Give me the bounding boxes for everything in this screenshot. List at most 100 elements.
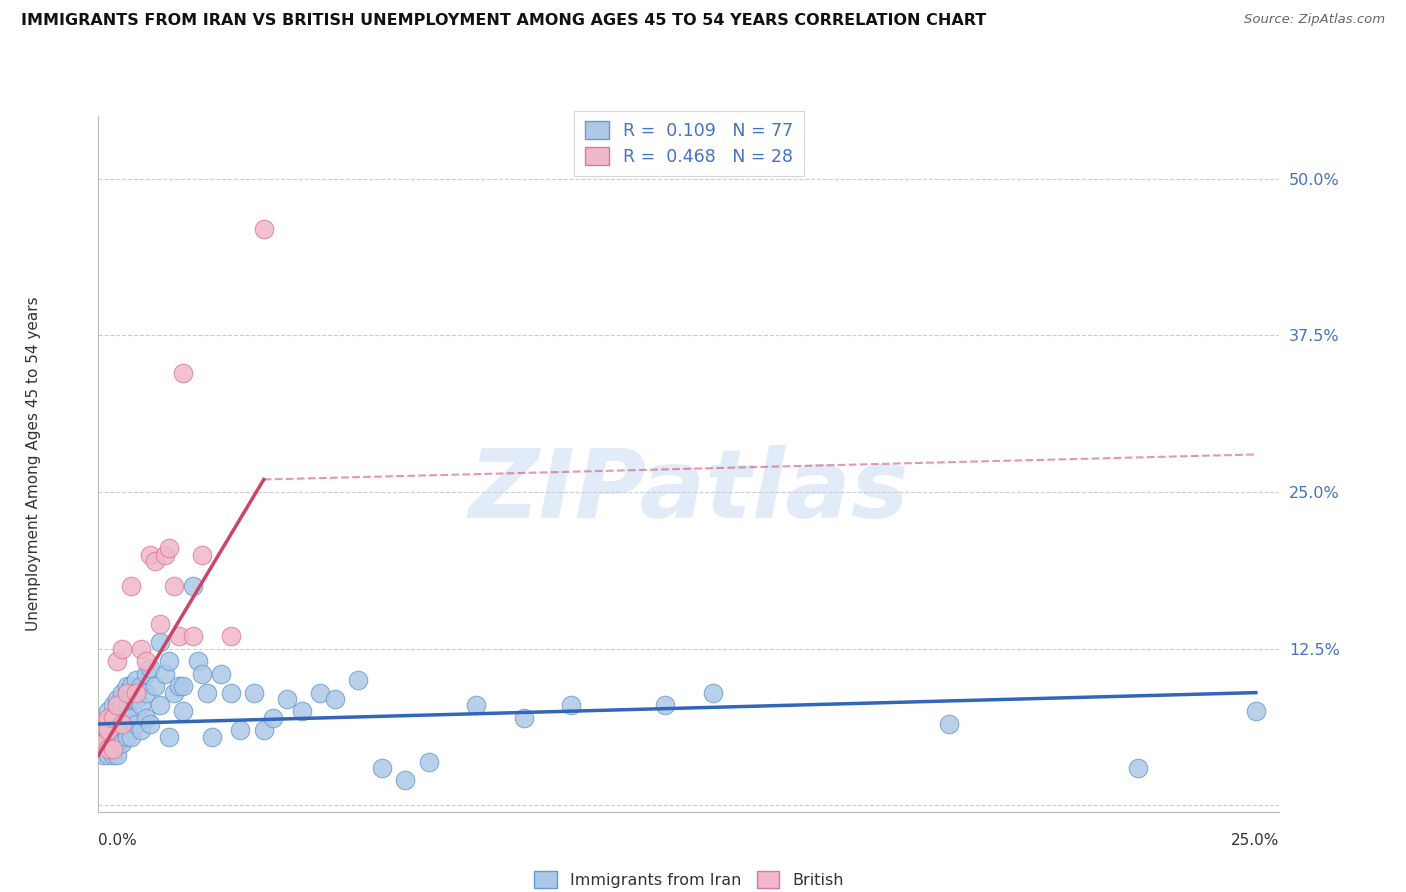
Point xyxy=(139,548,162,562)
Point xyxy=(201,730,224,744)
Point xyxy=(91,736,114,750)
Point xyxy=(172,705,194,719)
Text: 25.0%: 25.0% xyxy=(1232,832,1279,847)
Point xyxy=(135,666,157,681)
Point xyxy=(139,660,162,674)
Point xyxy=(105,692,128,706)
Point xyxy=(191,548,214,562)
Point xyxy=(121,692,143,706)
Point xyxy=(125,673,148,687)
Point xyxy=(125,685,148,699)
Point xyxy=(121,579,143,593)
Point xyxy=(219,685,242,699)
Point xyxy=(129,641,152,656)
Point xyxy=(129,698,152,713)
Point xyxy=(111,736,134,750)
Text: ZIPatlas: ZIPatlas xyxy=(468,445,910,538)
Point xyxy=(560,698,582,713)
Point xyxy=(111,717,134,731)
Point xyxy=(371,761,394,775)
Point xyxy=(97,705,120,719)
Point xyxy=(323,692,346,706)
Point xyxy=(105,723,128,738)
Point xyxy=(115,711,138,725)
Point xyxy=(101,736,124,750)
Point xyxy=(290,705,312,719)
Point xyxy=(105,654,128,668)
Legend: Immigrants from Iran, British: Immigrants from Iran, British xyxy=(529,865,849,892)
Point xyxy=(1126,761,1149,775)
Point xyxy=(121,711,143,725)
Point xyxy=(101,742,124,756)
Point xyxy=(97,748,120,763)
Point xyxy=(143,554,166,568)
Point xyxy=(97,711,120,725)
Point xyxy=(91,748,114,763)
Point xyxy=(125,692,148,706)
Point xyxy=(101,748,124,763)
Point xyxy=(111,641,134,656)
Point xyxy=(91,717,114,731)
Point xyxy=(654,698,676,713)
Point xyxy=(181,579,204,593)
Point xyxy=(97,742,120,756)
Point xyxy=(101,711,124,725)
Point xyxy=(149,698,172,713)
Point xyxy=(195,685,218,699)
Point xyxy=(115,685,138,699)
Point xyxy=(143,679,166,693)
Point xyxy=(97,730,120,744)
Point xyxy=(91,723,114,738)
Point xyxy=(129,679,152,693)
Point xyxy=(115,730,138,744)
Point xyxy=(111,698,134,713)
Point xyxy=(209,666,232,681)
Point xyxy=(187,654,209,668)
Point xyxy=(157,730,180,744)
Point xyxy=(172,679,194,693)
Point xyxy=(135,711,157,725)
Point xyxy=(1244,705,1267,719)
Point xyxy=(125,717,148,731)
Point xyxy=(135,685,157,699)
Point xyxy=(512,711,534,725)
Point xyxy=(253,723,276,738)
Point xyxy=(149,635,172,649)
Point xyxy=(157,541,180,556)
Point xyxy=(101,723,124,738)
Point xyxy=(115,679,138,693)
Point xyxy=(229,723,252,738)
Point xyxy=(172,366,194,380)
Point xyxy=(219,629,242,643)
Point xyxy=(465,698,488,713)
Point xyxy=(121,679,143,693)
Point xyxy=(153,666,176,681)
Point xyxy=(97,717,120,731)
Point xyxy=(105,698,128,713)
Point xyxy=(105,748,128,763)
Text: Unemployment Among Ages 45 to 54 years: Unemployment Among Ages 45 to 54 years xyxy=(25,296,41,632)
Point xyxy=(418,755,440,769)
Point xyxy=(276,692,298,706)
Point xyxy=(157,654,180,668)
Point xyxy=(702,685,724,699)
Point xyxy=(121,730,143,744)
Point xyxy=(111,717,134,731)
Point xyxy=(97,723,120,738)
Point xyxy=(149,616,172,631)
Point xyxy=(153,548,176,562)
Point xyxy=(347,673,370,687)
Point xyxy=(139,717,162,731)
Point xyxy=(163,685,186,699)
Point xyxy=(101,698,124,713)
Point xyxy=(163,579,186,593)
Point xyxy=(105,736,128,750)
Point xyxy=(181,629,204,643)
Point xyxy=(938,717,960,731)
Point xyxy=(191,666,214,681)
Text: IMMIGRANTS FROM IRAN VS BRITISH UNEMPLOYMENT AMONG AGES 45 TO 54 YEARS CORRELATI: IMMIGRANTS FROM IRAN VS BRITISH UNEMPLOY… xyxy=(21,13,987,29)
Point xyxy=(253,221,276,235)
Point xyxy=(167,629,190,643)
Point xyxy=(105,705,128,719)
Point xyxy=(111,685,134,699)
